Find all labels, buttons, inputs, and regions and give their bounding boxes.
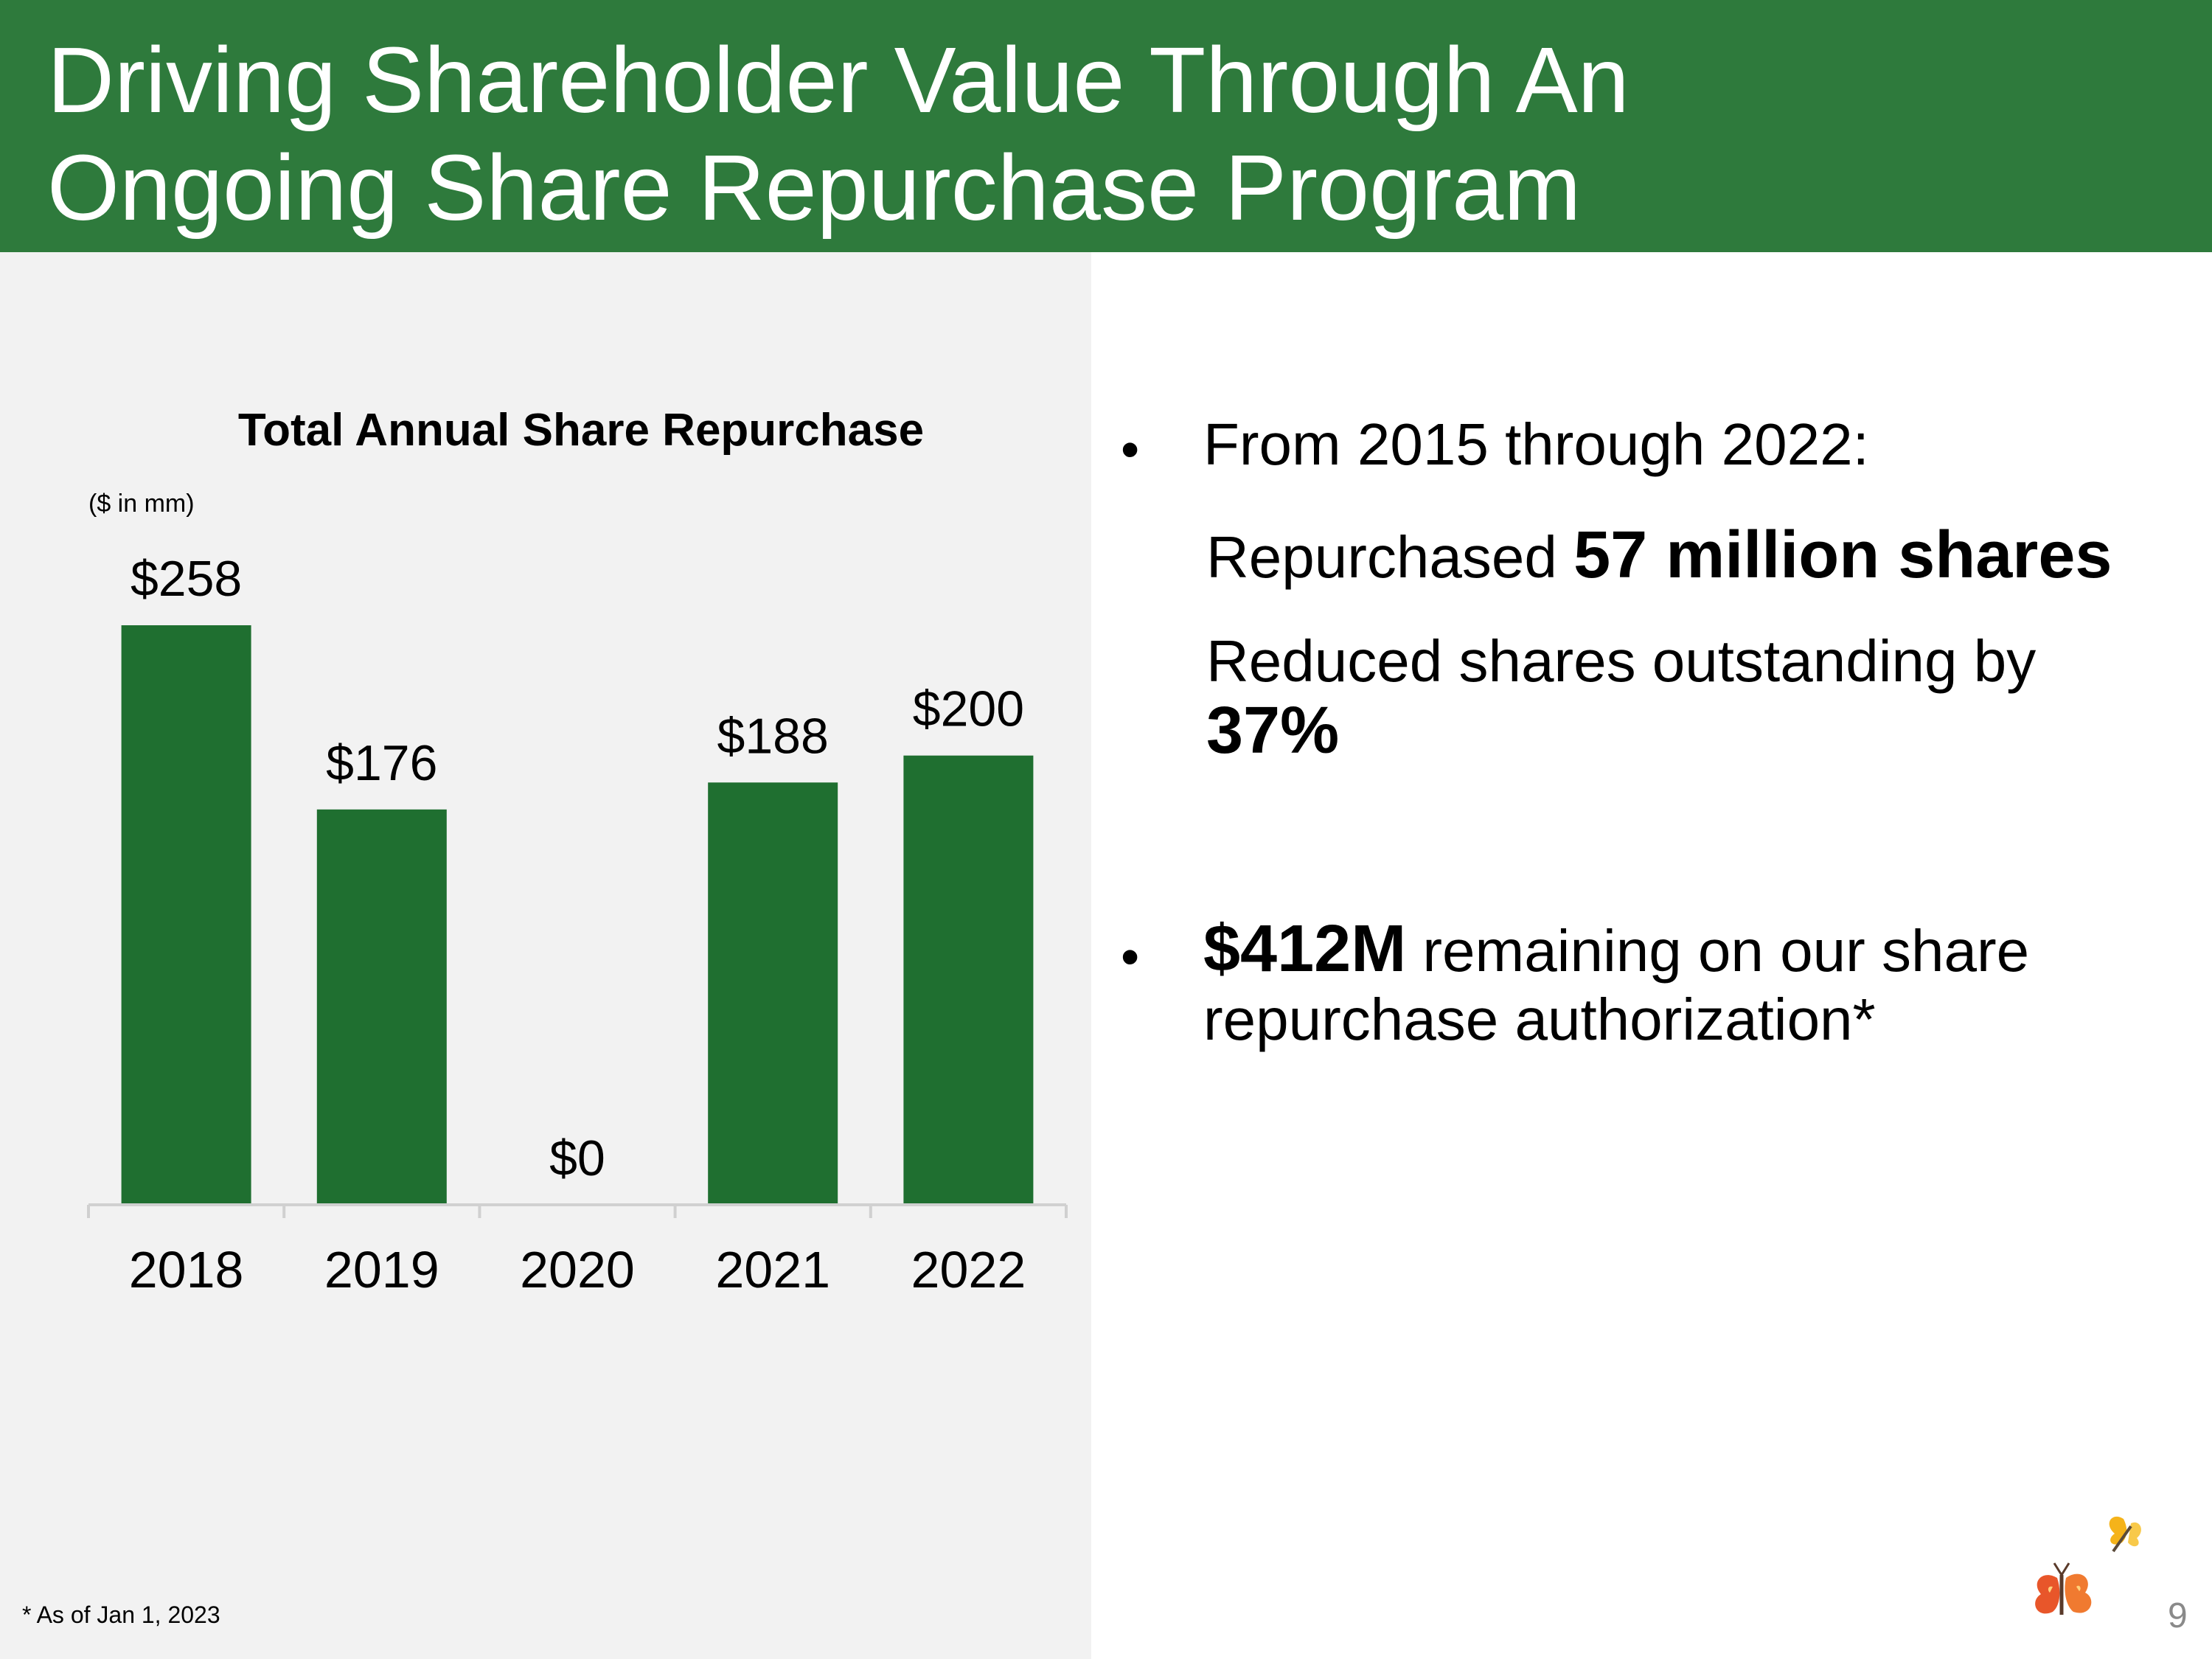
category-label-2019: 2019 xyxy=(324,1241,439,1298)
title-line-2: Ongoing Share Repurchase Program xyxy=(47,136,1582,240)
page-number: 9 xyxy=(2168,1596,2188,1635)
sub-bullet-1-emphasis: 57 million shares xyxy=(1573,518,2112,592)
value-label-2018: $258 xyxy=(131,551,242,607)
title-line-1: Driving Shareholder Value Through An xyxy=(47,28,1630,132)
category-label-2018: 2018 xyxy=(129,1241,244,1298)
sub-bullet-1-prefix: Repurchased xyxy=(1206,524,1574,590)
orange-butterfly-icon xyxy=(2035,1562,2092,1615)
chart-title: Total Annual Share Repurchase xyxy=(238,405,924,456)
value-label-2019: $176 xyxy=(326,735,437,791)
footnote: * As of Jan 1, 2023 xyxy=(22,1601,220,1628)
bullet-2-rest: remaining on our share xyxy=(1406,918,2030,984)
yellow-butterfly-icon xyxy=(2109,1516,2141,1553)
slide-header: Driving Shareholder Value Through An Ong… xyxy=(0,0,2212,252)
bar-2019 xyxy=(316,809,447,1205)
bar-2018 xyxy=(121,625,251,1205)
bullet-2-line-2: repurchase authorization* xyxy=(1203,987,1876,1052)
bullet-1-text: From 2015 through 2022: xyxy=(1203,411,1869,477)
chart-panel: Total Annual Share Repurchase ($ in mm) … xyxy=(0,252,1091,1659)
bar-chart: Total Annual Share Repurchase ($ in mm) … xyxy=(87,405,1068,1298)
category-label-2022: 2022 xyxy=(911,1241,1026,1298)
bar-2022 xyxy=(903,755,1034,1205)
sub-bullet-2-text: Reduced shares outstanding by xyxy=(1206,628,2037,694)
bullet-marker-2: • xyxy=(1121,928,1140,987)
slide-title: Driving Shareholder Value Through An Ong… xyxy=(47,27,2038,242)
bullet-2-line-1: $412M remaining on our share xyxy=(1203,914,2029,986)
chart-unit-label: ($ in mm) xyxy=(88,490,195,518)
sub-bullet-1: Repurchased 57 million shares xyxy=(1206,521,2112,592)
value-label-2022: $200 xyxy=(913,681,1024,737)
sub-bullet-2-emphasis: 37% xyxy=(1206,694,1340,768)
bullet-2-emphasis: $412M xyxy=(1203,912,1407,986)
category-label-2021: 2021 xyxy=(715,1241,830,1298)
bullet-marker-1: • xyxy=(1121,420,1140,479)
value-label-2020: $0 xyxy=(549,1130,605,1186)
bar-2021 xyxy=(708,782,838,1205)
category-label-2020: 2020 xyxy=(520,1241,635,1298)
value-label-2021: $188 xyxy=(717,708,829,764)
butterfly-logo-icon xyxy=(2035,1516,2141,1615)
